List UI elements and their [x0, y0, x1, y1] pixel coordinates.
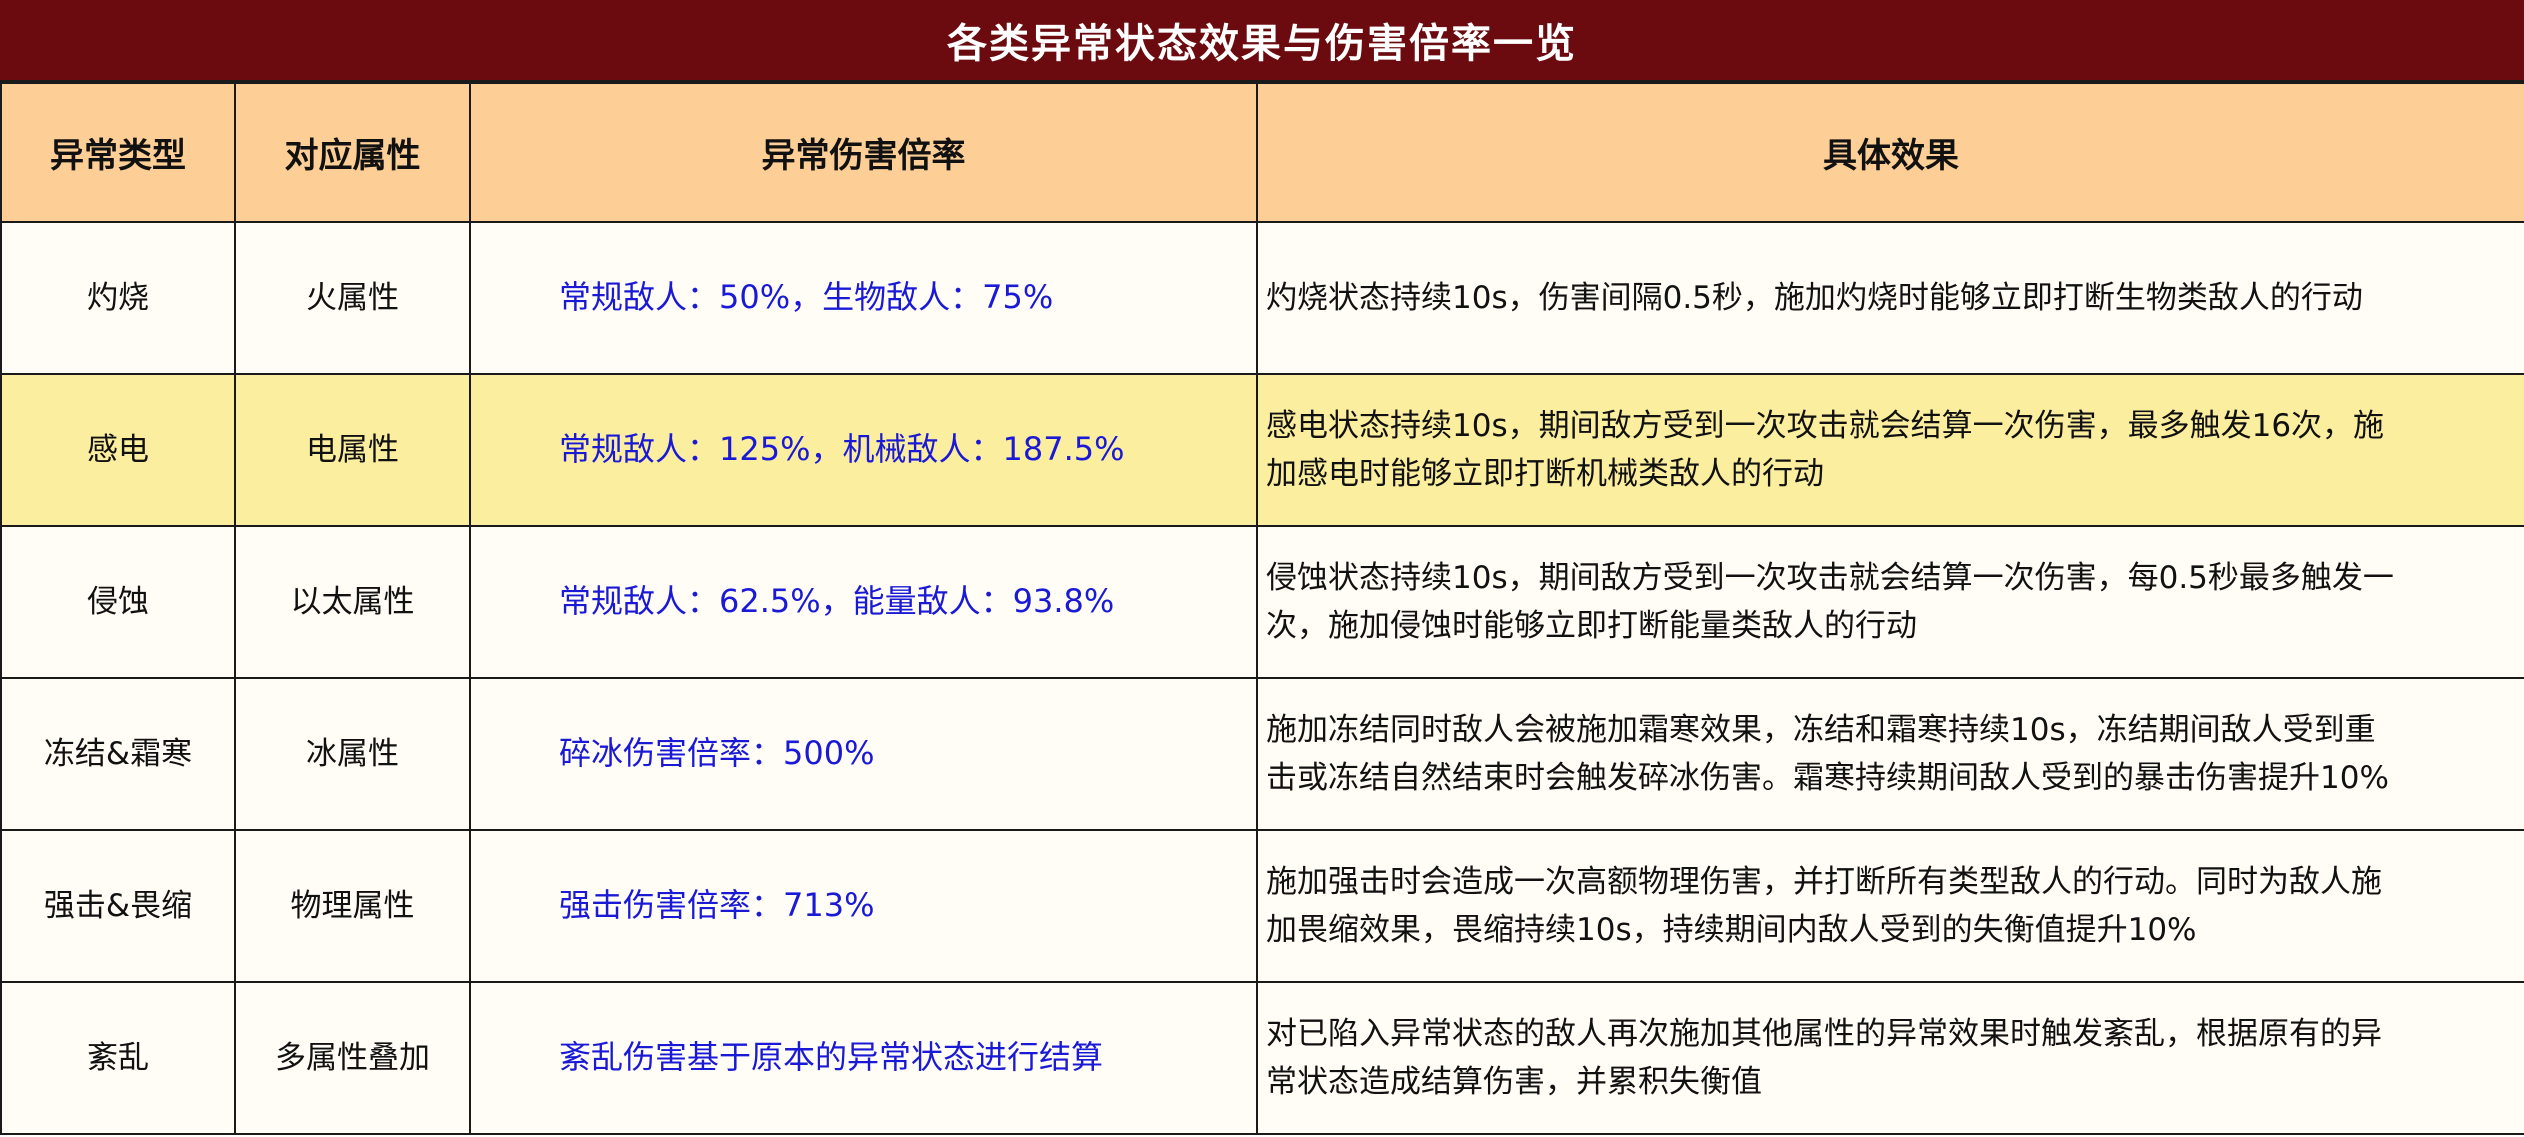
table-row: 灼烧 火属性 常规敌人：50%，生物敌人：75% 灼烧状态持续10s，伤害间隔0…: [0, 221, 2524, 375]
table-row: 冻结&霜寒 冰属性 碎冰伤害倍率：500% 施加冻结同时敌人会被施加霜寒效果，冻…: [0, 677, 2524, 831]
header-attribute: 对应属性: [234, 82, 471, 223]
effect-line: 次，施加侵蚀时能够立即打断能量类敌人的行动: [1266, 608, 1917, 644]
cell-type: 灼烧: [0, 221, 236, 375]
cell-effect: 感电状态持续10s，期间敌方受到一次攻击就会结算一次伤害，最多触发16次，施 加…: [1256, 373, 2524, 527]
cell-effect: 施加强击时会造成一次高额物理伤害，并打断所有类型敌人的行动。同时为敌人施 加畏缩…: [1256, 829, 2524, 983]
header-effect: 具体效果: [1256, 82, 2524, 223]
cell-attribute: 以太属性: [234, 525, 471, 679]
cell-type: 强击&畏缩: [0, 829, 236, 983]
effect-line: 灼烧状态持续10s，伤害间隔0.5秒，施加灼烧时能够立即打断生物类敌人的行动: [1266, 279, 2363, 316]
header-row: 异常类型 对应属性 异常伤害倍率 具体效果: [0, 82, 2524, 223]
cell-attribute: 物理属性: [234, 829, 471, 983]
effect-line: 对已陷入异常状态的敌人再次施加其他属性的异常效果时触发紊乱，根据原有的异: [1266, 1015, 2382, 1052]
effect-line: 加畏缩效果，畏缩持续10s，持续期间内敌人受到的失衡值提升10%: [1266, 912, 2197, 948]
cell-effect: 侵蚀状态持续10s，期间敌方受到一次攻击就会结算一次伤害，每0.5秒最多触发一 …: [1256, 525, 2524, 679]
header-rate: 异常伤害倍率: [469, 82, 1258, 223]
table-row: 感电 电属性 常规敌人：125%，机械敌人：187.5% 感电状态持续10s，期…: [0, 373, 2524, 527]
table-row: 侵蚀 以太属性 常规敌人：62.5%，能量敌人：93.8% 侵蚀状态持续10s，…: [0, 525, 2524, 679]
effect-line: 施加冻结同时敌人会被施加霜寒效果，冻结和霜寒持续10s，冻结期间敌人受到重: [1266, 711, 2376, 748]
effect-line: 侵蚀状态持续10s，期间敌方受到一次攻击就会结算一次伤害，每0.5秒最多触发一: [1266, 559, 2394, 596]
header-type: 异常类型: [0, 82, 236, 223]
cell-effect: 对已陷入异常状态的敌人再次施加其他属性的异常效果时触发紊乱，根据原有的异 常状态…: [1256, 981, 2524, 1135]
cell-rate: 常规敌人：62.5%，能量敌人：93.8%: [469, 525, 1258, 679]
cell-effect: 施加冻结同时敌人会被施加霜寒效果，冻结和霜寒持续10s，冻结期间敌人受到重 击或…: [1256, 677, 2524, 831]
cell-attribute: 多属性叠加: [234, 981, 471, 1135]
table-row: 紊乱 多属性叠加 紊乱伤害基于原本的异常状态进行结算 对已陷入异常状态的敌人再次…: [0, 981, 2524, 1135]
cell-attribute: 电属性: [234, 373, 471, 527]
cell-attribute: 冰属性: [234, 677, 471, 831]
table-row: 强击&畏缩 物理属性 强击伤害倍率：713% 施加强击时会造成一次高额物理伤害，…: [0, 829, 2524, 983]
cell-rate: 强击伤害倍率：713%: [469, 829, 1258, 983]
cell-rate: 碎冰伤害倍率：500%: [469, 677, 1258, 831]
cell-type: 紊乱: [0, 981, 236, 1135]
effects-table: 异常类型 对应属性 异常伤害倍率 具体效果 灼烧 火属性 常规敌人：50%，生物…: [0, 82, 2524, 1135]
cell-rate: 紊乱伤害基于原本的异常状态进行结算: [469, 981, 1258, 1135]
cell-type: 冻结&霜寒: [0, 677, 236, 831]
effect-line: 加感电时能够立即打断机械类敌人的行动: [1266, 456, 1824, 492]
cell-effect: 灼烧状态持续10s，伤害间隔0.5秒，施加灼烧时能够立即打断生物类敌人的行动: [1256, 221, 2524, 375]
effect-line: 常状态造成结算伤害，并累积失衡值: [1266, 1064, 1762, 1100]
effect-line: 击或冻结自然结束时会触发碎冰伤害。霜寒持续期间敌人受到的暴击伤害提升10%: [1266, 760, 2389, 796]
effect-line: 施加强击时会造成一次高额物理伤害，并打断所有类型敌人的行动。同时为敌人施: [1266, 863, 2382, 900]
cell-type: 感电: [0, 373, 236, 527]
effect-line: 感电状态持续10s，期间敌方受到一次攻击就会结算一次伤害，最多触发16次，施: [1266, 407, 2385, 444]
cell-rate: 常规敌人：125%，机械敌人：187.5%: [469, 373, 1258, 527]
cell-attribute: 火属性: [234, 221, 471, 375]
table-title: 各类异常状态效果与伤害倍率一览: [0, 0, 2524, 82]
cell-type: 侵蚀: [0, 525, 236, 679]
cell-rate: 常规敌人：50%，生物敌人：75%: [469, 221, 1258, 375]
